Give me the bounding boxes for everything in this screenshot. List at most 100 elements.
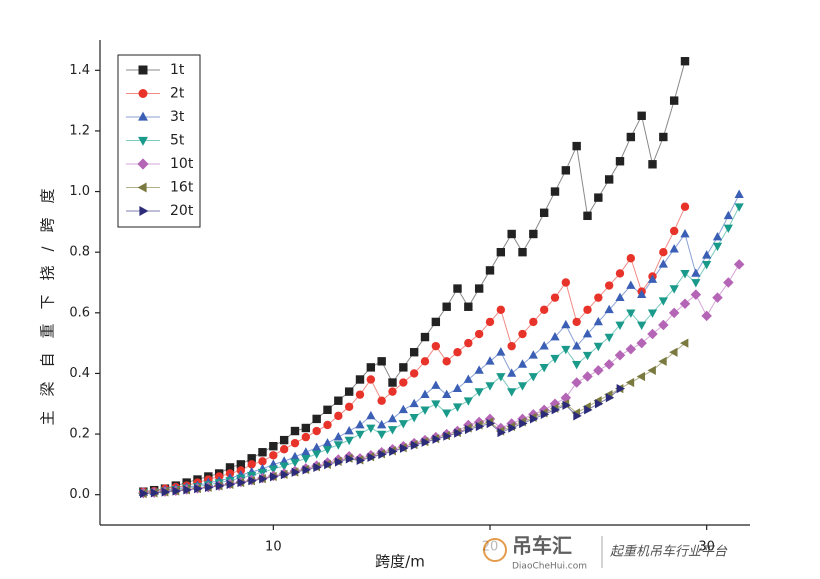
marker bbox=[464, 424, 474, 435]
marker bbox=[291, 467, 301, 477]
marker bbox=[528, 350, 538, 359]
marker bbox=[669, 226, 679, 236]
y-axis-label: 主梁自重下挠/跨度 bbox=[39, 174, 57, 425]
marker bbox=[356, 455, 366, 466]
marker bbox=[247, 454, 256, 463]
marker bbox=[540, 409, 550, 419]
marker bbox=[366, 363, 376, 372]
legend-label: 20t bbox=[170, 203, 194, 219]
marker bbox=[268, 465, 278, 474]
marker bbox=[690, 289, 702, 300]
marker bbox=[258, 457, 267, 466]
marker bbox=[647, 365, 656, 376]
marker bbox=[237, 477, 246, 488]
marker bbox=[442, 302, 451, 311]
marker bbox=[508, 423, 517, 433]
marker bbox=[313, 462, 322, 473]
marker bbox=[550, 332, 560, 341]
marker bbox=[734, 203, 744, 212]
marker bbox=[529, 229, 538, 239]
marker bbox=[593, 365, 604, 376]
marker bbox=[345, 454, 355, 464]
marker bbox=[453, 348, 462, 357]
marker bbox=[594, 293, 603, 302]
marker bbox=[366, 375, 376, 384]
marker bbox=[302, 465, 311, 475]
marker bbox=[225, 463, 235, 472]
marker bbox=[496, 347, 506, 356]
marker bbox=[647, 309, 658, 318]
marker bbox=[259, 474, 268, 484]
legend-marker bbox=[138, 136, 148, 146]
marker bbox=[658, 319, 669, 331]
marker bbox=[301, 432, 311, 442]
legend-marker bbox=[138, 89, 148, 98]
marker bbox=[669, 96, 679, 105]
marker bbox=[615, 157, 625, 166]
marker bbox=[474, 329, 484, 339]
marker bbox=[637, 289, 647, 298]
watermark-logo: 吊车汇 bbox=[512, 534, 572, 558]
marker bbox=[614, 350, 626, 361]
marker bbox=[615, 269, 625, 278]
marker bbox=[431, 400, 441, 409]
marker bbox=[290, 426, 300, 436]
marker bbox=[519, 418, 528, 429]
marker bbox=[389, 446, 398, 456]
marker bbox=[463, 374, 473, 383]
marker bbox=[366, 410, 376, 420]
marker bbox=[409, 348, 419, 357]
marker bbox=[269, 441, 278, 451]
marker bbox=[442, 409, 452, 418]
watermark-icon bbox=[483, 538, 507, 562]
marker bbox=[594, 193, 603, 202]
marker bbox=[507, 341, 516, 351]
marker bbox=[431, 380, 441, 389]
marker bbox=[452, 383, 463, 392]
marker bbox=[701, 310, 712, 322]
marker bbox=[550, 187, 560, 196]
marker bbox=[312, 414, 321, 424]
marker bbox=[409, 398, 419, 408]
marker bbox=[409, 414, 419, 423]
legend-marker bbox=[138, 111, 148, 121]
marker bbox=[485, 266, 495, 275]
marker bbox=[474, 284, 484, 293]
marker bbox=[680, 228, 690, 238]
marker bbox=[669, 347, 678, 357]
marker bbox=[647, 328, 658, 340]
marker bbox=[539, 364, 549, 373]
marker bbox=[702, 260, 712, 270]
marker bbox=[377, 396, 386, 405]
x-tick-label: 30 bbox=[698, 540, 715, 555]
marker bbox=[518, 247, 527, 257]
marker bbox=[669, 285, 679, 294]
marker bbox=[669, 244, 679, 253]
marker bbox=[204, 482, 214, 493]
marker bbox=[539, 208, 549, 217]
marker bbox=[626, 309, 636, 318]
marker bbox=[301, 454, 311, 464]
marker bbox=[194, 484, 203, 494]
marker bbox=[269, 472, 279, 482]
marker bbox=[150, 488, 160, 498]
marker bbox=[561, 319, 571, 329]
marker bbox=[464, 302, 473, 311]
marker bbox=[377, 430, 387, 440]
x-axis-label: 跨度/m bbox=[375, 553, 425, 571]
marker bbox=[658, 259, 668, 268]
marker bbox=[712, 292, 723, 303]
marker bbox=[355, 419, 365, 429]
marker bbox=[183, 485, 192, 495]
marker bbox=[258, 448, 267, 457]
marker bbox=[432, 434, 441, 444]
legend-label: 10t bbox=[170, 156, 194, 172]
marker bbox=[443, 431, 452, 441]
marker bbox=[668, 307, 680, 319]
marker bbox=[561, 278, 571, 287]
marker bbox=[679, 338, 689, 348]
marker bbox=[388, 387, 397, 396]
marker bbox=[475, 421, 485, 432]
marker bbox=[279, 435, 289, 445]
